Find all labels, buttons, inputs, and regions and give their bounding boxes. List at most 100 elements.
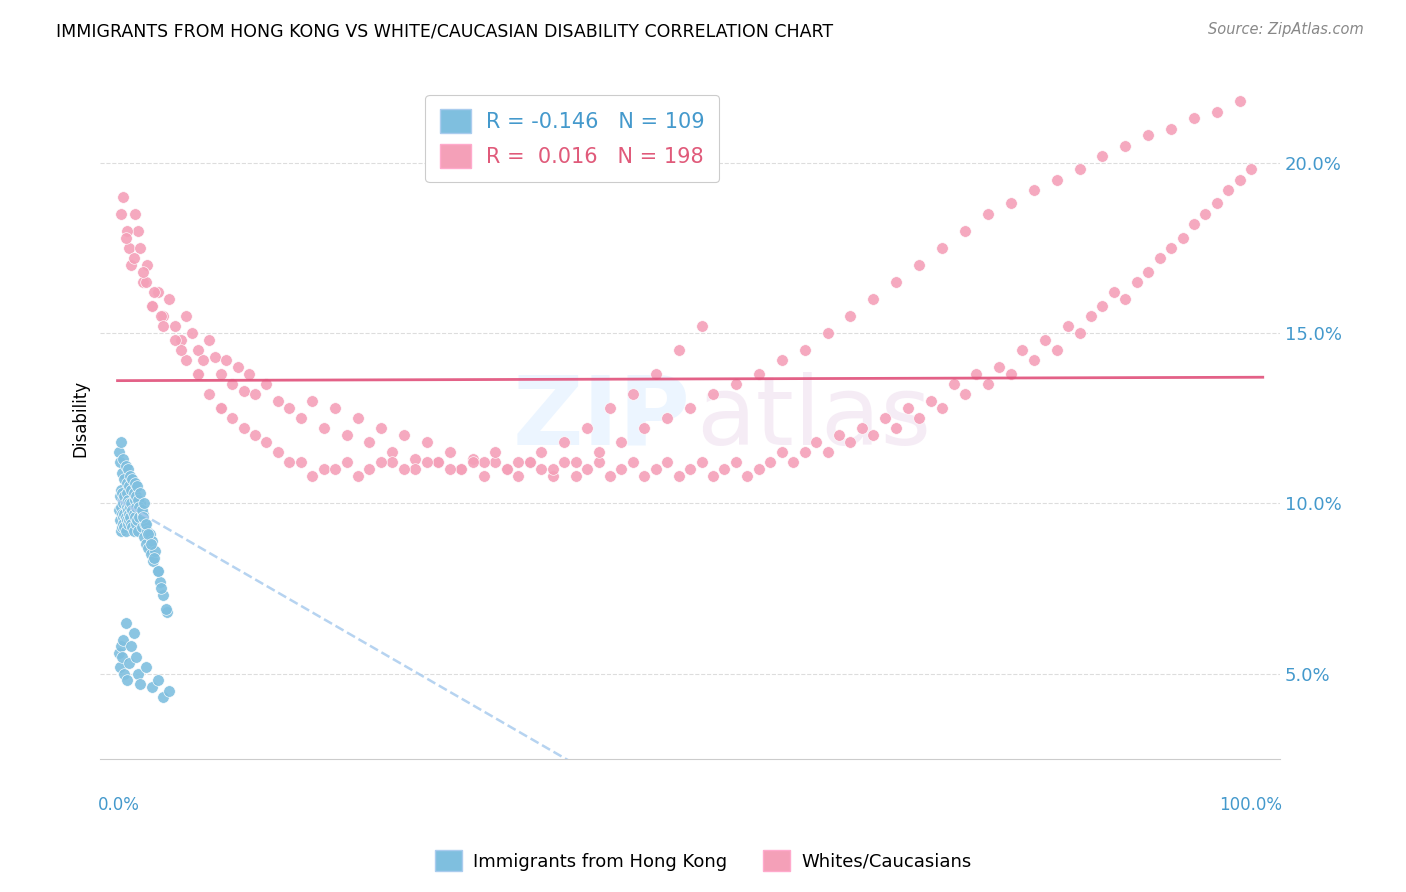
Point bbox=[112, 520, 135, 534]
Point bbox=[132, 530, 155, 544]
Point bbox=[1229, 95, 1251, 109]
Point bbox=[128, 509, 150, 524]
Point bbox=[576, 421, 599, 435]
Point bbox=[1160, 241, 1182, 255]
Point bbox=[146, 285, 169, 299]
Point bbox=[118, 507, 141, 521]
Point bbox=[439, 445, 461, 459]
Point bbox=[1022, 353, 1045, 368]
Point bbox=[290, 455, 312, 469]
Point bbox=[209, 401, 232, 415]
Point bbox=[472, 469, 495, 483]
Point bbox=[112, 516, 135, 531]
Point bbox=[112, 496, 135, 510]
Point bbox=[381, 445, 404, 459]
Point bbox=[243, 428, 266, 442]
Point bbox=[187, 343, 209, 357]
Point bbox=[120, 483, 142, 497]
Point bbox=[713, 462, 735, 476]
Point bbox=[120, 509, 142, 524]
Point bbox=[112, 507, 135, 521]
Point bbox=[965, 367, 987, 381]
Point bbox=[416, 455, 439, 469]
Point bbox=[142, 554, 165, 568]
Point bbox=[135, 660, 157, 674]
Point bbox=[139, 548, 162, 562]
Point bbox=[290, 411, 312, 425]
Point bbox=[127, 224, 149, 238]
Point bbox=[301, 394, 323, 409]
Point bbox=[209, 367, 232, 381]
Point bbox=[1022, 183, 1045, 197]
Point bbox=[125, 516, 148, 531]
Point bbox=[112, 509, 135, 524]
Point bbox=[588, 455, 610, 469]
Point bbox=[267, 445, 290, 459]
Point bbox=[120, 469, 142, 483]
Point bbox=[129, 677, 152, 691]
Point bbox=[897, 401, 920, 415]
Point bbox=[125, 513, 148, 527]
Point bbox=[152, 690, 174, 705]
Point bbox=[564, 455, 586, 469]
Point bbox=[1046, 172, 1069, 186]
Point bbox=[278, 455, 301, 469]
Point bbox=[204, 350, 226, 364]
Point bbox=[793, 343, 815, 357]
Point bbox=[146, 673, 169, 688]
Legend: Immigrants from Hong Kong, Whites/Caucasians: Immigrants from Hong Kong, Whites/Caucas… bbox=[427, 843, 979, 879]
Point bbox=[519, 455, 541, 469]
Point bbox=[931, 401, 953, 415]
Point bbox=[312, 421, 335, 435]
Point bbox=[120, 640, 142, 654]
Point bbox=[335, 455, 357, 469]
Point bbox=[953, 224, 976, 238]
Point bbox=[599, 469, 621, 483]
Point bbox=[588, 445, 610, 459]
Point bbox=[125, 500, 148, 514]
Point bbox=[633, 421, 655, 435]
Point bbox=[1182, 217, 1205, 231]
Point bbox=[181, 326, 204, 340]
Point bbox=[793, 445, 815, 459]
Point bbox=[621, 455, 644, 469]
Point bbox=[851, 421, 873, 435]
Point bbox=[484, 445, 506, 459]
Point bbox=[644, 367, 666, 381]
Text: IMMIGRANTS FROM HONG KONG VS WHITE/CAUCASIAN DISABILITY CORRELATION CHART: IMMIGRANTS FROM HONG KONG VS WHITE/CAUCA… bbox=[56, 22, 834, 40]
Point bbox=[127, 666, 149, 681]
Point bbox=[679, 462, 702, 476]
Point bbox=[724, 455, 747, 469]
Point bbox=[111, 649, 134, 664]
Point bbox=[657, 411, 679, 425]
Point bbox=[770, 445, 793, 459]
Point bbox=[143, 544, 166, 558]
Point bbox=[862, 428, 884, 442]
Point bbox=[427, 455, 450, 469]
Point bbox=[508, 469, 530, 483]
Point bbox=[117, 503, 139, 517]
Point bbox=[122, 625, 145, 640]
Point bbox=[117, 492, 139, 507]
Point bbox=[839, 434, 862, 449]
Point bbox=[496, 462, 519, 476]
Point bbox=[238, 367, 260, 381]
Point bbox=[782, 455, 804, 469]
Point bbox=[278, 401, 301, 415]
Point bbox=[1229, 172, 1251, 186]
Point bbox=[1080, 309, 1102, 323]
Point bbox=[1102, 285, 1125, 299]
Point bbox=[748, 462, 770, 476]
Point bbox=[541, 462, 564, 476]
Point bbox=[1218, 183, 1240, 197]
Point bbox=[114, 615, 136, 630]
Point bbox=[111, 466, 134, 480]
Point bbox=[120, 516, 142, 531]
Point bbox=[977, 377, 1000, 392]
Point bbox=[1114, 138, 1136, 153]
Point bbox=[439, 462, 461, 476]
Point bbox=[198, 387, 221, 401]
Point bbox=[141, 533, 163, 548]
Point bbox=[335, 428, 357, 442]
Point bbox=[121, 503, 143, 517]
